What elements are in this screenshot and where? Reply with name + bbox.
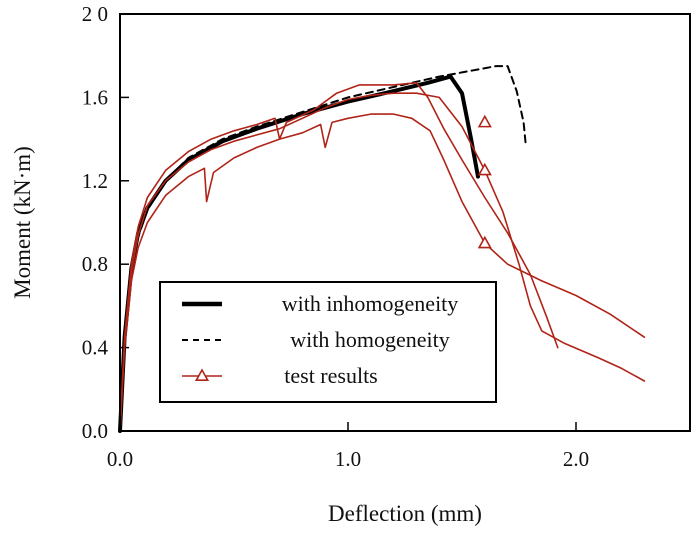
legend-label-0: with inhomogeneity bbox=[282, 291, 459, 316]
legend-label-2: test results bbox=[284, 363, 378, 388]
y-tick-label-1: 0.4 bbox=[82, 336, 109, 360]
series-layer bbox=[118, 65, 646, 433]
series-line-4 bbox=[119, 92, 646, 432]
x-tick-label-1: 1.0 bbox=[335, 447, 361, 471]
y-tick-label-4: 1.6 bbox=[82, 85, 108, 109]
series-line-2 bbox=[119, 82, 559, 432]
legend-items: with inhomogeneity with homogeneity test r… bbox=[182, 291, 458, 388]
y-axis-title: Moment (kN·m) bbox=[10, 146, 35, 299]
legend-label-1: with homogeneity bbox=[290, 327, 449, 352]
y-tick-label-2: 0.8 bbox=[82, 252, 108, 276]
x-tick-label-2: 2.0 bbox=[563, 447, 589, 471]
series-3-marker-0 bbox=[477, 235, 492, 249]
series-4-marker-0 bbox=[477, 162, 492, 176]
plot-area-frame bbox=[119, 13, 691, 432]
x-axis-title: Deflection (mm) bbox=[328, 501, 482, 526]
y-tick-label-3: 1.2 bbox=[82, 169, 108, 193]
legend-marker-2 bbox=[194, 368, 210, 382]
y-tick-label-0: 0.0 bbox=[82, 419, 108, 443]
y-tick-labels: 0.0 0.4 0.8 1.2 1.6 2 0 bbox=[82, 2, 109, 443]
x-tick-label-0: 0.0 bbox=[107, 447, 133, 471]
legend: with inhomogeneity with homogeneity test r… bbox=[159, 281, 497, 403]
x-tick-labels: 0.0 1.0 2.0 bbox=[107, 447, 589, 471]
series-2-marker-0 bbox=[477, 114, 492, 128]
y-tick-label-5: 2 0 bbox=[82, 2, 108, 26]
